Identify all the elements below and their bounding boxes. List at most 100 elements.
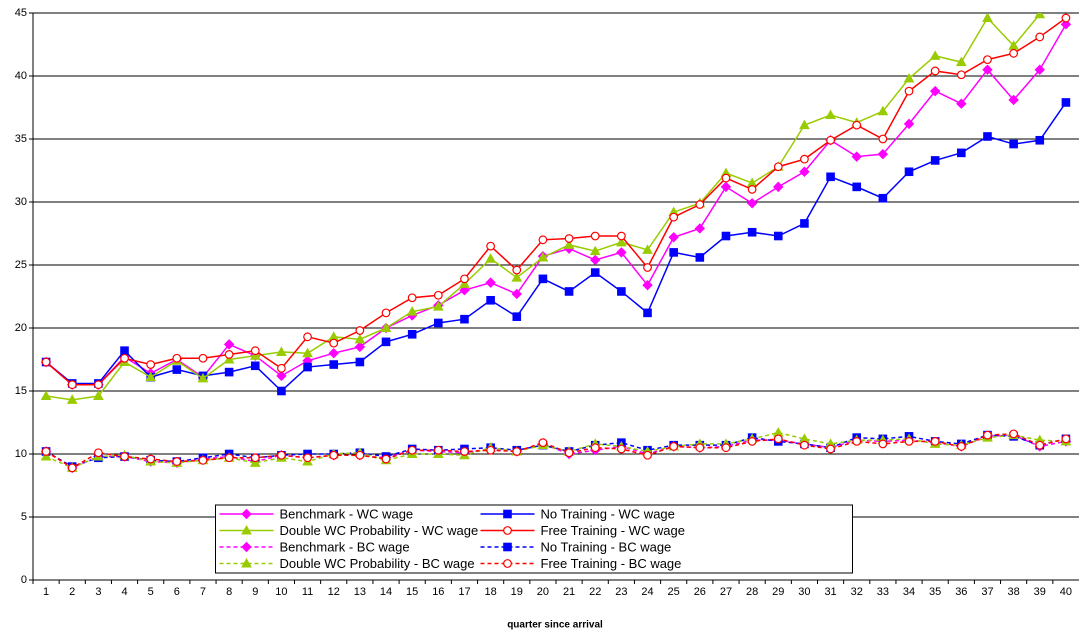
legend-marker — [241, 508, 252, 520]
x-tick-label: 28 — [746, 586, 758, 598]
plot-area — [40, 13, 1072, 474]
marker — [41, 447, 51, 456]
marker — [224, 350, 234, 359]
marker — [956, 70, 966, 80]
y-tick-label: 0 — [21, 574, 27, 586]
x-tick-label: 18 — [485, 586, 497, 598]
y-tick-label: 30 — [15, 196, 27, 208]
legend-label: Benchmark - BC wage — [280, 539, 410, 554]
y-tick-label: 45 — [15, 7, 27, 19]
legend-marker — [503, 542, 512, 552]
marker — [695, 443, 705, 453]
marker — [878, 193, 888, 203]
marker — [800, 219, 809, 228]
marker — [67, 380, 77, 390]
marker — [250, 346, 260, 356]
marker — [643, 308, 652, 318]
marker — [956, 98, 967, 109]
x-tick-label: 21 — [563, 586, 575, 598]
marker — [277, 450, 286, 460]
x-tick-label: 10 — [275, 586, 287, 598]
marker — [616, 231, 626, 241]
marker — [329, 360, 339, 369]
marker — [511, 288, 522, 300]
marker — [721, 443, 731, 453]
x-tick-label: 39 — [1034, 586, 1046, 598]
marker — [328, 347, 339, 359]
marker — [616, 247, 627, 258]
x-tick-label: 38 — [1008, 586, 1020, 598]
marker — [773, 231, 783, 241]
marker — [669, 212, 679, 222]
marker — [329, 338, 339, 348]
marker — [40, 451, 52, 461]
marker — [276, 346, 287, 356]
marker — [406, 306, 418, 316]
marker — [590, 254, 601, 266]
x-tick-label: 31 — [824, 586, 836, 598]
x-tick-label: 33 — [877, 586, 889, 598]
marker — [747, 437, 757, 446]
x-tick-label: 16 — [432, 586, 444, 598]
marker — [694, 223, 706, 234]
marker — [852, 182, 862, 192]
marker — [277, 386, 286, 396]
marker — [146, 360, 156, 369]
x-tick-label: 13 — [354, 586, 366, 598]
marker — [172, 365, 182, 374]
marker — [929, 85, 941, 97]
marker — [643, 263, 652, 272]
marker — [486, 295, 495, 305]
marker — [381, 454, 391, 464]
marker — [381, 308, 391, 318]
marker — [930, 437, 940, 446]
marker — [695, 253, 705, 262]
marker — [1009, 139, 1018, 149]
marker — [773, 162, 783, 172]
x-tick-label: 7 — [200, 586, 206, 598]
x-tick-label: 12 — [328, 586, 340, 598]
legend-marker — [241, 524, 252, 535]
marker — [982, 13, 993, 23]
x-tick-label: 37 — [981, 586, 993, 598]
marker — [852, 120, 862, 130]
marker — [223, 353, 235, 364]
legend: Benchmark - WC wage No Training - WC wage… — [215, 504, 853, 574]
marker — [800, 440, 809, 450]
marker — [1034, 13, 1046, 19]
marker — [930, 66, 940, 76]
x-tick-label: 4 — [121, 586, 127, 598]
marker — [303, 362, 312, 372]
marker — [93, 390, 104, 401]
marker — [249, 350, 261, 360]
x-tick-label: 34 — [903, 586, 915, 598]
marker — [1061, 434, 1071, 444]
marker — [224, 453, 234, 463]
marker — [589, 245, 601, 256]
marker — [983, 430, 992, 440]
marker — [250, 453, 260, 463]
marker — [746, 198, 758, 209]
series-line — [45, 102, 1067, 393]
marker — [642, 279, 653, 291]
x-tick-label: 19 — [511, 586, 523, 598]
marker — [460, 447, 469, 456]
marker — [852, 437, 862, 446]
legend-label: No Training - BC wage — [541, 539, 672, 554]
x-tick-label: 22 — [589, 586, 601, 598]
marker — [564, 448, 574, 458]
marker — [1061, 13, 1071, 23]
marker — [433, 290, 443, 300]
series-line — [45, 434, 1067, 468]
marker — [355, 357, 365, 367]
marker — [1060, 19, 1072, 30]
marker — [616, 236, 627, 247]
x-tick-label: 5 — [148, 586, 154, 598]
marker — [799, 119, 810, 130]
marker — [904, 86, 914, 96]
marker — [303, 332, 312, 342]
marker — [354, 333, 366, 344]
x-tick-label: 27 — [720, 586, 732, 598]
y-tick-label: 15 — [15, 385, 27, 397]
marker — [563, 239, 575, 249]
